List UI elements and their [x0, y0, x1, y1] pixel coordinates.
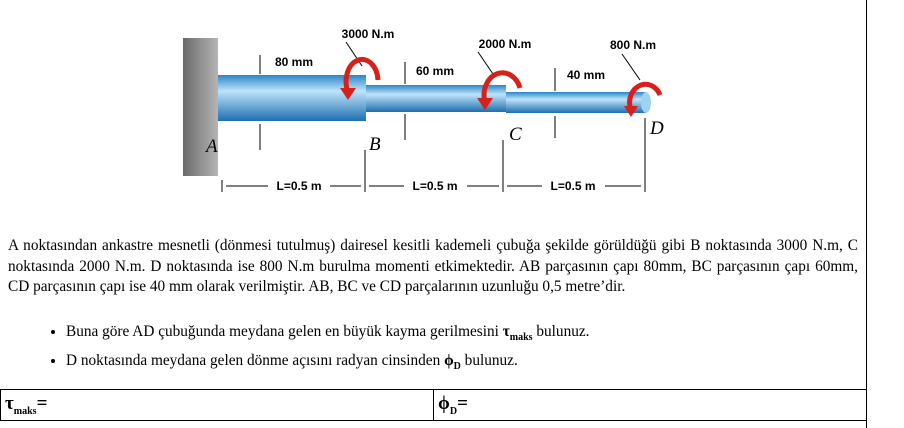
border-line — [866, 0, 867, 428]
length-label: L=0.5 m — [550, 179, 595, 193]
subscript: maks — [13, 405, 37, 417]
shaft-end — [641, 92, 651, 113]
segment-cd — [506, 92, 646, 113]
moment-label: 3000 N.m — [342, 27, 395, 41]
arrow-heads — [340, 88, 638, 117]
subscript: D — [449, 405, 458, 417]
problem-text: A noktasından ankastre mesnetli (dönmesi… — [8, 237, 858, 295]
symbol: ϕ — [444, 352, 454, 370]
point-label: C — [509, 124, 522, 145]
length-label: L=0.5 m — [412, 179, 457, 193]
moment-label: 800 N.m — [610, 38, 656, 52]
equals: = — [36, 393, 48, 415]
diameter-label: 80 mm — [275, 55, 313, 69]
answer-table: τmaks= ϕD= — [0, 389, 867, 421]
wall — [183, 38, 218, 176]
task-text: D noktasında meydana gelen dönme açısını… — [66, 352, 445, 370]
subscript: maks — [509, 332, 533, 344]
length-label: L=0.5 m — [276, 179, 321, 193]
task-end: bulunuz. — [460, 352, 518, 370]
point-label: B — [369, 134, 381, 155]
diameter-label: 60 mm — [416, 64, 454, 78]
point-label: A — [204, 136, 218, 157]
moment-arrows — [343, 56, 663, 111]
task: D noktasında meydana gelen dönme açısını… — [66, 349, 590, 378]
equals: = — [457, 393, 468, 415]
task-list: Buna göre AD çubuğunda meydana gelen en … — [8, 320, 590, 378]
diameter-label: 40 mm — [567, 68, 605, 82]
moment-label: 2000 N.m — [479, 37, 532, 51]
task-text: Buna göre AD çubuğunda meydana gelen en … — [66, 323, 503, 340]
symbol: τ — [5, 393, 14, 415]
point-label: D — [649, 118, 664, 139]
task: Buna göre AD çubuğunda meydana gelen en … — [66, 320, 590, 349]
answer-cell: ϕD= — [433, 389, 867, 421]
symbol: ϕ — [438, 393, 450, 415]
subscript: D — [453, 361, 461, 373]
answer-cell: τmaks= — [0, 389, 434, 421]
symbol: τ — [502, 323, 510, 340]
segment-ab — [218, 75, 366, 121]
leaders — [221, 41, 646, 192]
shaft-figure: 3000 N.m 2000 N.m 800 N.m 80 mm 60 mm 40… — [183, 27, 664, 193]
task-end: bulunuz. — [532, 323, 590, 340]
